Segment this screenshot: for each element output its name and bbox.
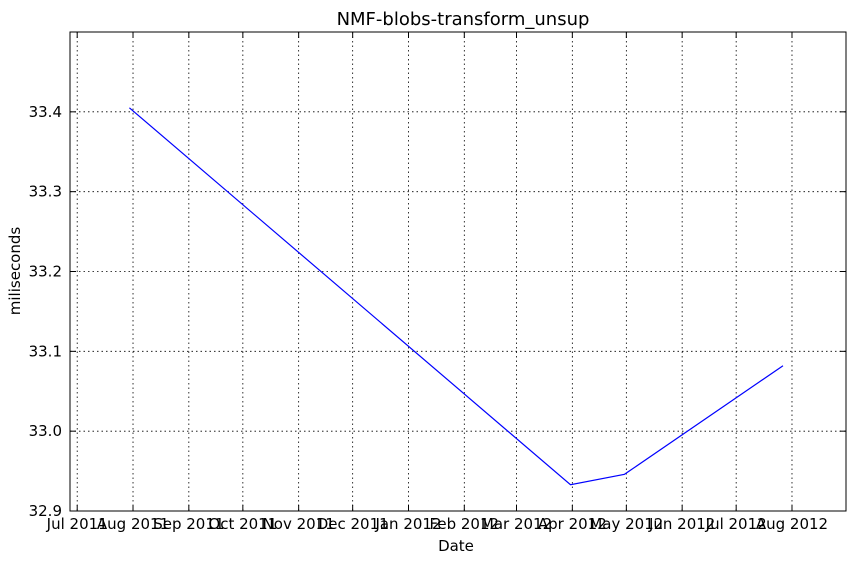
y-tick-label: 33.3 [29,183,62,201]
grid-lines [70,32,846,512]
y-tick-label: 33.0 [29,422,62,440]
y-tick-label: 33.2 [29,263,62,281]
chart-title: NMF-blobs-transform_unsup [337,9,590,30]
y-axis-label: miliseconds [6,227,24,316]
x-tick-label: Jun 2012 [648,515,715,533]
y-tick-label: 32.9 [29,502,62,520]
y-axis: 32.9 33.0 33.1 33.2 33.3 33.4 [29,103,846,520]
x-tick-label: Oct 2011 [208,515,277,533]
x-tick-label: Apr 2012 [538,515,607,533]
x-tick-label: Dec 2011 [317,515,389,533]
y-tick-label: 33.1 [29,342,62,360]
x-tick-label: Aug 2012 [756,515,828,533]
series-layer [129,107,784,486]
x-tick-label: Feb 2012 [430,515,500,533]
x-tick-label: Aug 2011 [97,515,169,533]
x-tick-label: Jan 2012 [374,515,441,533]
x-tick-label: Mar 2012 [481,515,552,533]
x-axis-label: Date [438,537,474,555]
x-tick-label: Sep 2011 [153,515,224,533]
x-tick-label: Jul 2012 [705,515,767,533]
series-line [129,107,784,486]
y-tick-label: 33.4 [29,103,62,121]
x-tick-label: Jul 2011 [46,515,108,533]
x-tick-label: May 2012 [589,515,663,533]
x-tick-label: Nov 2011 [263,515,335,533]
